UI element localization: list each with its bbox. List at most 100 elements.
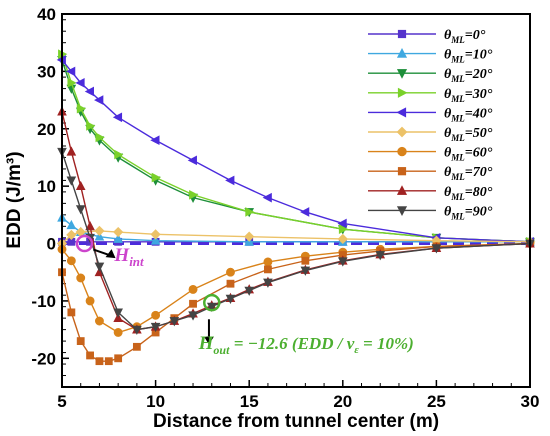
data-point [75, 180, 86, 191]
legend-label: θML=40° [444, 106, 493, 123]
legend-label: θML=70° [444, 165, 493, 182]
data-point [66, 229, 77, 241]
legend-item: θML=0° [368, 28, 486, 45]
legend-item: θML=40° [368, 106, 493, 123]
data-point [151, 172, 161, 183]
h-int-arrowhead [105, 249, 116, 259]
legend-marker [397, 87, 408, 98]
y-tick-label: 30 [37, 62, 56, 81]
x-tick-label: 15 [240, 392, 259, 411]
legend-label: θML=80° [444, 185, 493, 202]
y-tick-label: -20 [31, 349, 56, 368]
data-point [245, 207, 255, 217]
data-point [94, 225, 105, 237]
x-tick-label: 10 [146, 392, 165, 411]
y-tick-label: -10 [31, 292, 56, 311]
data-point [66, 219, 77, 230]
legend-label: θML=30° [444, 87, 493, 104]
data-point [300, 266, 311, 276]
data-point [244, 231, 255, 242]
data-point [94, 231, 105, 241]
legend-label: θML=10° [444, 48, 493, 65]
legend-item: θML=20° [368, 67, 493, 84]
data-point [113, 328, 123, 337]
h-out-marker [203, 293, 221, 312]
data-point [187, 155, 197, 166]
data-point [188, 285, 198, 294]
data-point [76, 103, 87, 114]
legend-marker [397, 146, 407, 157]
data-point [75, 78, 85, 88]
legend-marker [396, 206, 408, 216]
data-point [113, 226, 124, 238]
data-point [94, 95, 104, 105]
x-tick-label: 20 [333, 392, 352, 411]
data-point [150, 322, 161, 333]
series-line [61, 53, 531, 243]
data-point [244, 286, 255, 296]
legend-item: θML=50° [368, 126, 493, 143]
legend-item: θML=80° [368, 185, 493, 202]
y-tick-label: 0 [47, 235, 56, 254]
data-point [86, 121, 96, 131]
data-point [66, 146, 77, 156]
legend-item: θML=30° [368, 87, 493, 104]
legend-marker [396, 126, 408, 138]
legend-item: θML=90° [368, 204, 493, 221]
x-tick-label: 30 [521, 392, 540, 411]
legend-label: θML=60° [444, 146, 493, 163]
data-point [300, 207, 310, 217]
tick-labels-layer: 5 10 15 20 25 30 -20 -10 0 10 20 30 40 [31, 5, 539, 411]
legend-item: θML=60° [368, 146, 493, 163]
series-line [61, 217, 530, 243]
data-point [67, 308, 76, 317]
data-point [95, 357, 104, 366]
h-out-label: Hout = −12.6 (EDD / vε = 10%) [198, 333, 414, 357]
data-point [338, 224, 349, 235]
data-point [85, 220, 95, 231]
x-axis-title: Distance from tunnel center (m) [153, 411, 439, 432]
y-tick-label: 20 [37, 120, 56, 139]
legend-marker [397, 167, 407, 176]
annotation-layer: Hint Hout = −12.6 (EDD / vε = 10%) [75, 234, 414, 357]
data-point [375, 251, 386, 261]
data-point [150, 135, 160, 146]
data-point [151, 310, 161, 320]
legend-marker [396, 185, 408, 195]
h-int-marker [75, 234, 94, 253]
data-point [95, 132, 105, 143]
data-point [94, 262, 105, 272]
data-point [75, 205, 86, 215]
data-point [431, 244, 442, 254]
data-point [114, 354, 123, 363]
data-point [76, 337, 85, 345]
series-4 [56, 55, 534, 247]
data-point [226, 267, 235, 277]
legend-label: θML=20° [444, 67, 493, 84]
data-point [113, 308, 123, 318]
data-point [85, 296, 95, 306]
legend-label: θML=90° [444, 204, 493, 221]
data-point [150, 229, 161, 240]
data-point [86, 351, 94, 360]
data-point [66, 176, 77, 186]
series-3 [58, 49, 536, 247]
data-point [95, 316, 104, 326]
x-tick-label: 5 [57, 392, 66, 411]
legend-marker [396, 107, 407, 118]
data-point [188, 311, 198, 321]
data-point [262, 192, 272, 203]
data-point [132, 342, 141, 351]
plot-frame [61, 13, 531, 388]
data-point [264, 265, 272, 274]
x-tick-label: 25 [427, 392, 446, 411]
legend-item: θML=70° [368, 165, 493, 182]
data-point [225, 175, 235, 186]
data-point [66, 256, 76, 266]
legend-item: θML=10° [368, 48, 493, 65]
series-layer [56, 49, 536, 366]
data-point [76, 273, 86, 283]
data-point [67, 78, 77, 88]
y-axis-title: EDD (J/m³) [4, 151, 25, 248]
data-point [84, 86, 94, 97]
